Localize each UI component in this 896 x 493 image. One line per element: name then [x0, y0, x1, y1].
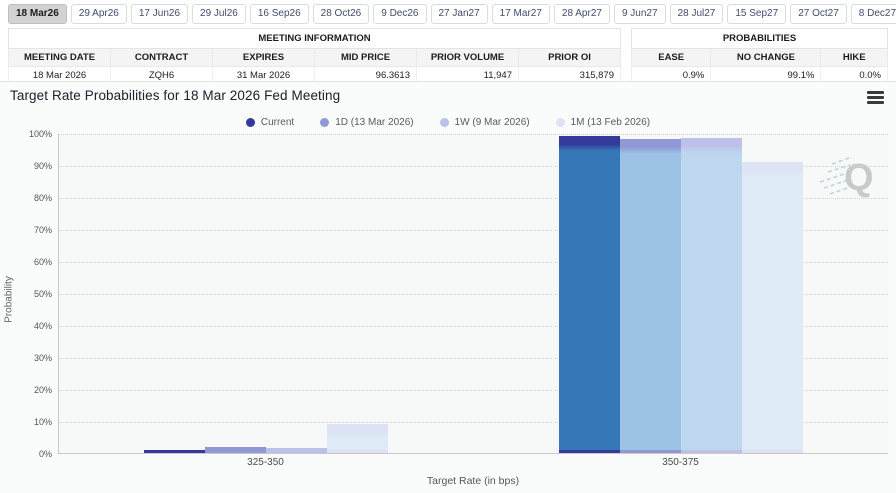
x-category-labels: 325-350 350-375 [58, 457, 888, 471]
y-tick-label: 60% [33, 257, 52, 267]
legend-dot-icon [320, 117, 330, 127]
column-header: PRIOR VOLUME [416, 48, 519, 67]
legend-label: 1M (13 Feb 2026) [570, 116, 651, 128]
cell-value: 96.3613 [314, 66, 417, 85]
bar-group-350-375 [558, 136, 803, 453]
gridline [59, 198, 888, 199]
prob-table-title: PROBABILITIES [631, 28, 888, 49]
gridline [59, 166, 888, 167]
column-header: PRIOR OI [518, 48, 621, 67]
tab-meeting-8[interactable]: 17 Mar27 [491, 4, 550, 24]
tab-meeting-2[interactable]: 17 Jun26 [130, 4, 189, 24]
gridline [59, 262, 888, 263]
chart-header: Target Rate Probabilities for 18 Mar 202… [0, 82, 896, 106]
tab-meeting-0[interactable]: 18 Mar26 [8, 4, 67, 24]
column-header: MID PRICE [314, 48, 417, 67]
tab-meeting-6[interactable]: 9 Dec26 [373, 4, 427, 24]
tab-meeting-10[interactable]: 9 Jun27 [613, 4, 666, 24]
bar-350-375-1d [619, 139, 681, 453]
chart-card: Target Rate Probabilities for 18 Mar 202… [0, 81, 896, 493]
tab-meeting-7[interactable]: 27 Jan27 [430, 4, 488, 24]
legend-item-1[interactable]: 1D (13 Mar 2026) [320, 116, 414, 128]
gridline [59, 134, 888, 135]
column-header: MEETING DATE [8, 48, 111, 67]
watermark-letter: Q [844, 157, 874, 199]
y-tick-label: 90% [33, 161, 52, 171]
bar-350-375-1m [741, 162, 803, 453]
hamburger-menu-icon[interactable] [867, 88, 884, 106]
x-axis-title: Target Rate (in bps) [426, 475, 520, 487]
y-tick-label: 40% [33, 321, 52, 331]
bar-group-325-350 [144, 424, 389, 453]
column-header: EASE [630, 48, 712, 67]
probabilities-table: PROBABILITIES EASE NO CHANGE HIKE 0.9% 99.1% 0… [630, 28, 888, 85]
legend-dot-icon [245, 117, 255, 127]
bar-325-350-1m [327, 424, 389, 453]
y-tick-label: 10% [33, 417, 52, 427]
tab-meeting-11[interactable]: 28 Jul27 [669, 4, 724, 24]
tab-meeting-13[interactable]: 27 Oct27 [790, 4, 847, 24]
y-tick-label: 100% [28, 129, 52, 139]
y-tick-label: 80% [33, 193, 52, 203]
cell-value: 0.9% [630, 66, 712, 85]
gridline [59, 230, 888, 231]
tab-meeting-9[interactable]: 28 Apr27 [553, 4, 610, 24]
column-header: EXPIRES [212, 48, 315, 67]
legend-label: 1W (9 Mar 2026) [454, 116, 530, 128]
y-tick-label: 50% [33, 289, 52, 299]
x-category-label: 325-350 [247, 457, 284, 468]
tab-meeting-1[interactable]: 29 Apr26 [70, 4, 127, 24]
cell-value: 99.1% [710, 66, 822, 85]
gridline [59, 294, 888, 295]
bar-325-350-current [144, 450, 206, 453]
bar-350-375-1w [680, 138, 742, 453]
tab-meeting-3[interactable]: 29 Jul26 [192, 4, 246, 24]
bar-325-350-1d [205, 447, 267, 453]
plot-area: Q 0% 10% 20% 30% 40% 50% 60% 70% 80% 90% 100% [29, 129, 888, 459]
legend-dot-icon [555, 117, 565, 127]
tab-meeting-4[interactable]: 16 Sep26 [249, 4, 309, 24]
cell-value: 315,879 [518, 66, 621, 85]
y-tick-label: 70% [33, 225, 52, 235]
legend-dot-icon [439, 117, 449, 127]
y-tick-label: 30% [33, 353, 52, 363]
chart-title: Target Rate Probabilities for 18 Mar 202… [10, 88, 341, 103]
cell-value: ZQH6 [110, 66, 213, 85]
summary-tables: MEETING INFORMATION MEETING DATE CONTRACT E… [0, 27, 896, 87]
tab-meeting-5[interactable]: 28 Oct26 [312, 4, 370, 24]
y-tick-label: 0% [38, 449, 52, 459]
cell-value: 11,947 [416, 66, 519, 85]
x-category-label: 350-375 [662, 457, 699, 468]
gridline [59, 326, 888, 327]
legend-label: Current [260, 116, 295, 128]
bar-325-350-1w [266, 448, 328, 453]
quikstrike-watermark-icon: Q [818, 152, 880, 205]
column-header: NO CHANGE [710, 48, 822, 67]
meeting-info-table: MEETING INFORMATION MEETING DATE CONTRACT E… [8, 28, 621, 85]
meeting-table-title: MEETING INFORMATION [8, 28, 621, 49]
gridline [59, 358, 888, 359]
column-header: HIKE [820, 48, 888, 67]
meeting-date-tabbar: 18 Mar26 29 Apr26 17 Jun26 29 Jul26 16 Sep26… [0, 0, 896, 27]
cell-value: 31 Mar 2026 [212, 66, 315, 85]
cell-value: 18 Mar 2026 [8, 66, 111, 85]
legend-item-0[interactable]: Current [245, 116, 295, 128]
gridline [59, 390, 888, 391]
legend-item-2[interactable]: 1W (9 Mar 2026) [439, 116, 530, 128]
plot-wrap: Probability Q 0% 10% 20% 30% 40% 50% 60% [0, 129, 896, 487]
tab-meeting-14[interactable]: 8 Dec27 [850, 4, 896, 24]
gridline [59, 422, 888, 423]
legend-item-3[interactable]: 1M (13 Feb 2026) [555, 116, 651, 128]
column-header: CONTRACT [110, 48, 213, 67]
y-tick-label: 20% [33, 385, 52, 395]
chart-legend: Current 1D (13 Mar 2026) 1W (9 Mar 2026) 1M… [0, 114, 896, 130]
legend-label: 1D (13 Mar 2026) [335, 116, 414, 128]
tab-meeting-12[interactable]: 15 Sep27 [727, 4, 787, 24]
bar-350-375-current [558, 136, 620, 453]
cell-value: 0.0% [820, 66, 888, 85]
